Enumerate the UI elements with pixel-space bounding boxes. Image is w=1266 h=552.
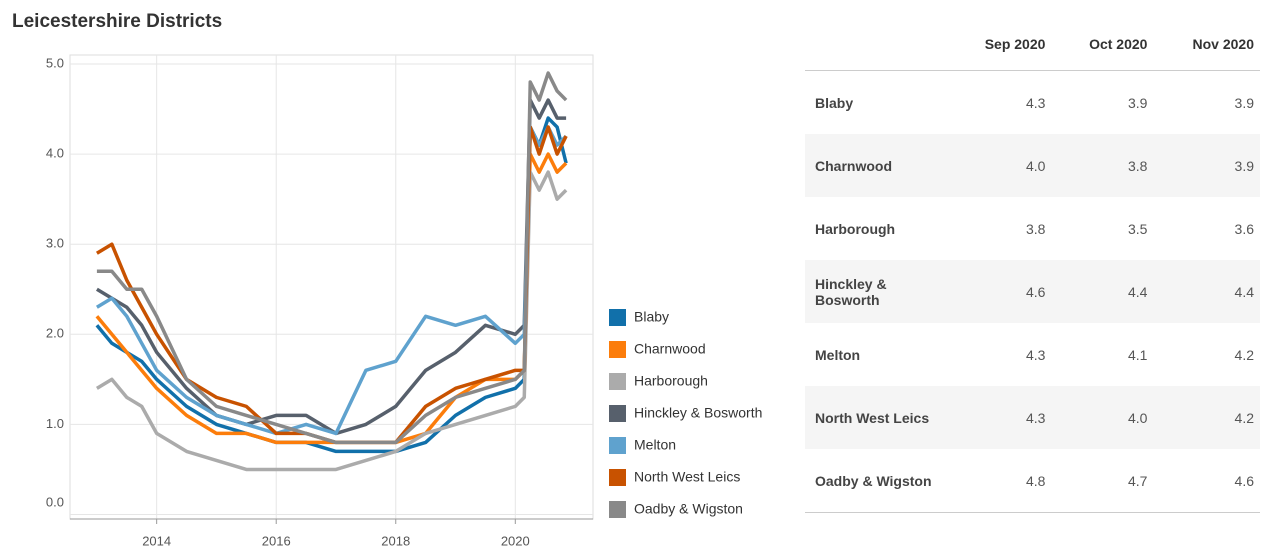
cell-value: 3.9 [1234, 94, 1254, 111]
x-tick-label: 2018 [381, 533, 410, 548]
legend-label: North West Leics [634, 469, 740, 485]
legend-swatch [609, 437, 626, 454]
legend-label: Melton [634, 437, 676, 453]
cell-value: 4.3 [1025, 346, 1046, 363]
column-header: Nov 2020 [1153, 18, 1260, 71]
cell-value: 4.2 [1153, 386, 1260, 449]
y-tick-label: 4.0 [46, 146, 64, 161]
row-name: Blaby [815, 94, 854, 111]
corner [805, 18, 946, 71]
row-name: Charnwood [805, 134, 946, 197]
x-tick-label: 2020 [501, 533, 530, 548]
y-tick-label: 2.0 [46, 326, 64, 341]
legend-label: Blaby [634, 309, 669, 325]
y-tick-label: 0.0 [46, 494, 64, 509]
y-tick-label: 1.0 [46, 416, 64, 431]
series-line [95, 152, 568, 445]
legend-swatch [609, 405, 626, 422]
cell-value: 3.6 [1234, 220, 1254, 237]
x-tick-label: 2014 [142, 533, 171, 548]
y-tick-label: 3.0 [46, 236, 64, 251]
legend-swatch [609, 341, 626, 358]
row-name: Melton [815, 346, 861, 363]
row-name: Oadby & Wigston [805, 449, 946, 513]
table-row: Harborough 3.8 3.5 3.6 [805, 197, 1260, 260]
cell-value: 3.8 [1051, 134, 1154, 197]
legend-swatch [609, 469, 626, 486]
legend-swatch [609, 373, 626, 390]
legend-label: Hinckley & Bosworth [634, 405, 762, 421]
cell-value: 3.9 [1127, 94, 1148, 111]
cell-value: 4.8 [946, 449, 1052, 513]
table-row: Charnwood 4.0 3.8 3.9 [805, 134, 1260, 197]
x-tick-label: 2016 [262, 533, 291, 548]
cell-value: 4.0 [946, 134, 1052, 197]
series-line [95, 170, 568, 472]
chart-title: Leicestershire Districts [12, 11, 222, 32]
table-row: Hinckley & Bosworth 4.6 4.4 4.4 [805, 260, 1260, 323]
cell-value: 3.8 [1025, 220, 1046, 237]
cell-value: 4.7 [1051, 449, 1154, 513]
cell-value: 4.1 [1127, 346, 1148, 363]
cell-value: 4.3 [946, 386, 1052, 449]
series-line [95, 98, 567, 436]
legend-label: Harborough [634, 373, 708, 389]
cell-value: 3.5 [1127, 220, 1148, 237]
legend-swatch [609, 501, 626, 518]
legend-swatch [609, 309, 626, 326]
y-tick-label: 5.0 [46, 55, 64, 70]
legend-label: Oadby & Wigston [634, 501, 743, 517]
cell-value: 4.2 [1234, 346, 1254, 363]
row-name: Harborough [815, 220, 896, 237]
cell-value: 4.4 [1153, 260, 1260, 323]
cell-value: 3.9 [1153, 134, 1260, 197]
cell-value: 4.0 [1051, 386, 1154, 449]
column-header: Oct 2020 [1051, 18, 1154, 71]
cell-value: 4.3 [1025, 94, 1046, 111]
series-line [96, 71, 568, 445]
table-row: Oadby & Wigston 4.8 4.7 4.6 [805, 449, 1260, 513]
table-header: Sep 2020 Oct 2020 Nov 2020 [805, 18, 1260, 71]
series-line [95, 116, 568, 454]
cell-value: 4.6 [946, 260, 1052, 323]
table-row: Melton 4.3 4.1 4.2 [805, 323, 1260, 386]
column-header: Sep 2020 [946, 18, 1052, 71]
table-row: North West Leics 4.3 4.0 4.2 [805, 386, 1260, 449]
chart: Leicestershire Districts 0.0 1.0 2.0 3.0 4.0… [12, 11, 762, 548]
cell-value: 4.6 [1153, 449, 1260, 513]
legend-label: Charnwood [634, 341, 706, 357]
data-table: Sep 2020 Oct 2020 Nov 2020 Blaby 4.3 3.9 3.9 Ch… [805, 18, 1260, 513]
row-name: Hinckley & Bosworth [805, 260, 946, 323]
cell-value: 4.4 [1051, 260, 1154, 323]
table-row: Blaby 4.3 3.9 3.9 [805, 71, 1260, 135]
row-name: North West Leics [805, 386, 946, 449]
